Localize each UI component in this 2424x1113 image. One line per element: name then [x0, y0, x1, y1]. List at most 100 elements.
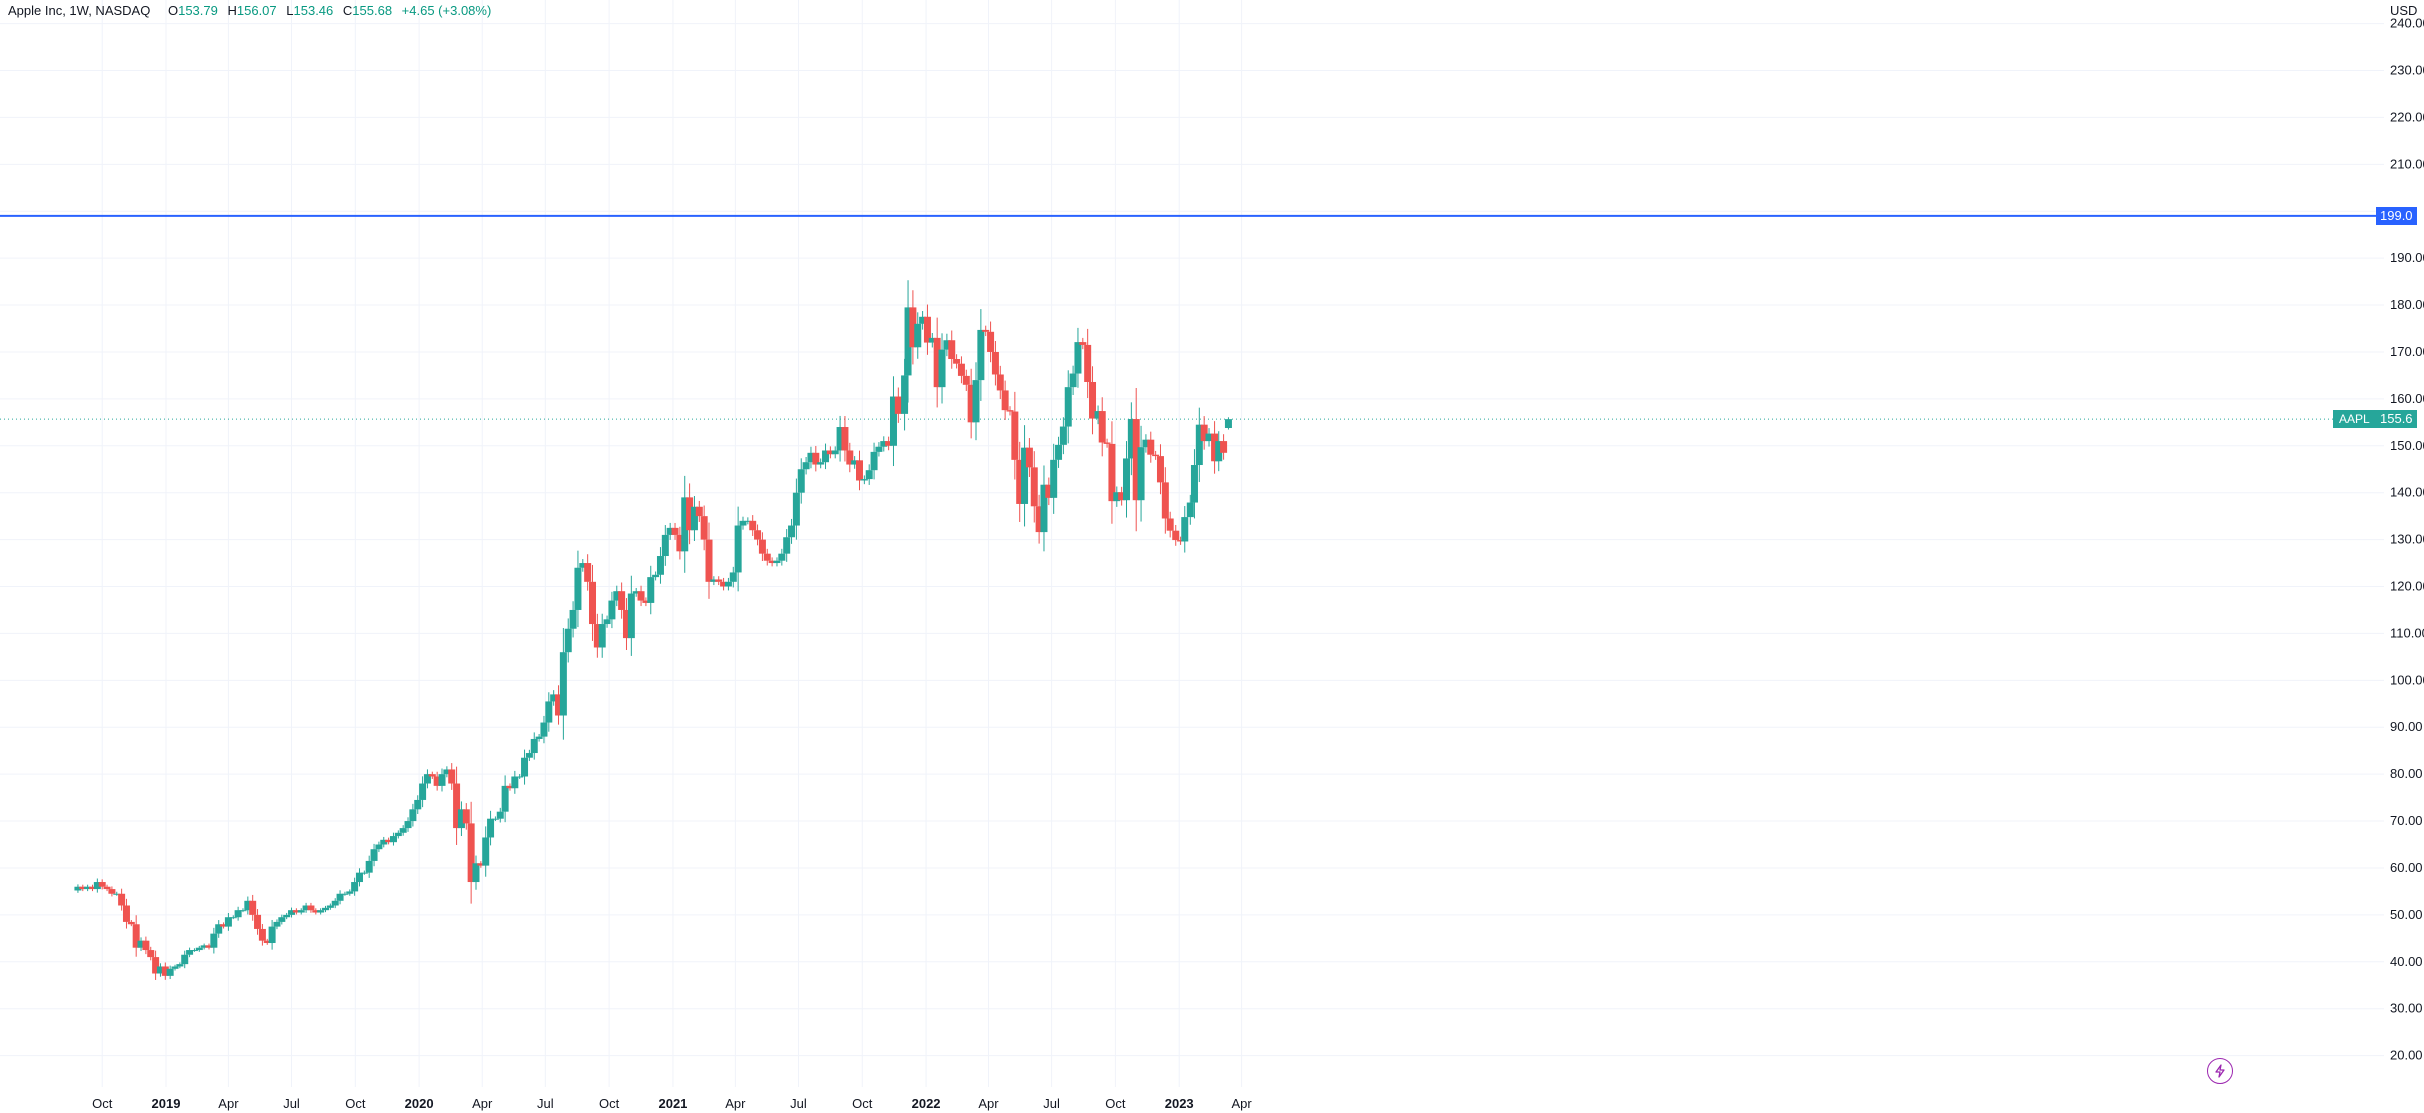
candle: [283, 912, 291, 920]
candle-body: [1113, 492, 1121, 502]
candle-body: [977, 329, 985, 381]
symbol-title[interactable]: Apple Inc, 1W, NASDAQ: [8, 3, 151, 18]
candle-body: [880, 441, 888, 447]
candle: [1025, 438, 1033, 477]
y-tick-label: 190.00: [2390, 250, 2424, 265]
candle-body: [1190, 465, 1198, 503]
candle-body: [1122, 458, 1130, 501]
candle-body: [627, 593, 635, 639]
candle-body: [423, 774, 431, 784]
candle-body: [1035, 506, 1043, 533]
candle-body: [598, 624, 606, 648]
candle: [487, 810, 495, 846]
candle-body: [943, 340, 951, 350]
candle-body: [176, 964, 184, 967]
candle-body: [263, 940, 271, 944]
candle-body: [1103, 442, 1111, 444]
candle: [1064, 370, 1072, 444]
candle-body: [1137, 447, 1145, 501]
candle: [93, 878, 101, 893]
candle: [671, 522, 679, 540]
candle: [807, 446, 815, 469]
candle-body: [351, 882, 359, 892]
y-tick-label: 70.00: [2390, 813, 2423, 828]
time-scale: Oct 2019 Apr Jul Oct 2020 Apr Jul Oct 2021 Apr Jul O…: [92, 1096, 1252, 1111]
y-tick-label: 40.00: [2390, 954, 2423, 969]
candle: [161, 962, 169, 980]
candle-body: [948, 340, 956, 360]
x-tick-label: Oct: [92, 1096, 113, 1111]
candle: [1011, 391, 1019, 480]
candle-body: [1152, 454, 1160, 457]
candle: [1190, 449, 1198, 519]
candle: [792, 478, 800, 540]
x-tick-label: Jul: [283, 1096, 300, 1111]
candle-body: [1021, 447, 1029, 504]
candle-body: [317, 910, 325, 913]
candle-body: [797, 469, 805, 493]
candle-body: [205, 945, 213, 948]
candle-body: [516, 776, 524, 778]
candle-body: [555, 694, 563, 716]
candle-body: [1200, 424, 1208, 442]
candle-body: [666, 527, 674, 535]
candle: [972, 362, 980, 441]
candle: [360, 870, 368, 875]
candle-body: [457, 809, 465, 829]
candle-body: [171, 966, 179, 969]
candle-body: [734, 525, 742, 573]
candle: [550, 690, 558, 706]
candle-body: [807, 452, 815, 463]
candle-body: [613, 591, 621, 601]
candle-body: [346, 891, 354, 894]
high-label: H: [227, 3, 237, 18]
candle: [564, 618, 572, 663]
candle-body: [768, 560, 776, 564]
candle-body: [909, 307, 917, 348]
candle: [375, 841, 383, 853]
candle-body: [593, 624, 601, 648]
y-tick-label: 80.00: [2390, 766, 2423, 781]
candle-body: [749, 520, 757, 531]
candle-body: [307, 905, 315, 911]
candle: [1156, 444, 1164, 495]
candle: [851, 456, 859, 469]
candle-body: [108, 889, 116, 894]
candle-body: [773, 560, 781, 564]
x-tick-label: Oct: [599, 1096, 620, 1111]
candle: [889, 376, 897, 467]
candle: [1098, 397, 1106, 457]
candle-body: [901, 375, 909, 414]
candle: [103, 884, 111, 892]
candle-body: [152, 957, 160, 974]
candle: [754, 524, 762, 546]
candle: [652, 571, 660, 581]
currency-label[interactable]: USD: [2390, 3, 2418, 18]
alert-button[interactable]: [2207, 1058, 2233, 1084]
candle: [341, 891, 349, 896]
candle: [1172, 524, 1180, 546]
candle-body: [535, 736, 543, 739]
candle: [506, 783, 514, 791]
candle: [1186, 494, 1194, 525]
candle: [113, 891, 121, 896]
candle-body: [239, 910, 247, 912]
y-tick-label: 220.00: [2390, 109, 2424, 124]
candle: [555, 685, 563, 725]
candle: [254, 909, 262, 935]
candle: [525, 749, 533, 761]
x-tick-label: Jul: [1043, 1096, 1060, 1111]
candle-body: [322, 907, 330, 911]
y-tick-label: 160.00: [2390, 391, 2424, 406]
candle-body: [190, 950, 198, 952]
candle-body: [380, 839, 388, 845]
y-tick-label: 140.00: [2390, 485, 2424, 500]
candle-body: [739, 520, 747, 526]
candle-body: [744, 520, 752, 522]
candle: [1035, 494, 1043, 544]
candle: [244, 896, 252, 915]
horizontal-line-price-badge[interactable]: 199.0: [2376, 206, 2417, 225]
candle-body: [118, 893, 126, 906]
